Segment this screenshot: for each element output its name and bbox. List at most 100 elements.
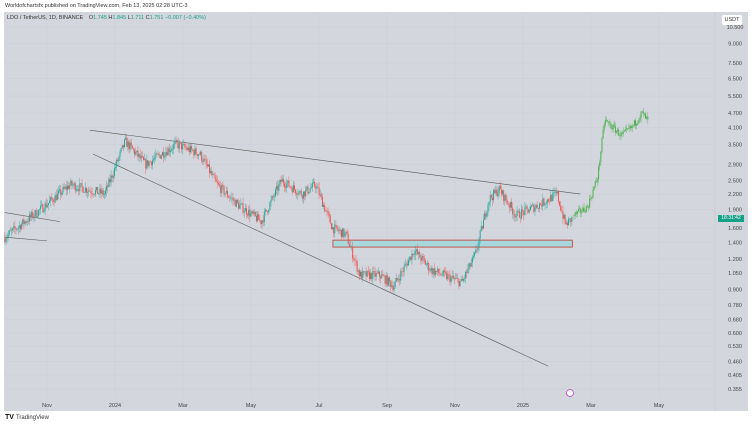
candle bbox=[459, 281, 461, 287]
candle bbox=[179, 142, 181, 144]
candle bbox=[448, 274, 450, 276]
candle bbox=[214, 174, 216, 180]
candle bbox=[117, 159, 119, 162]
price-tick-label: 1.050 bbox=[728, 271, 742, 277]
candle bbox=[543, 198, 545, 206]
candle bbox=[325, 210, 327, 212]
price-tick-label: 5.500 bbox=[728, 94, 742, 100]
candle bbox=[139, 154, 141, 159]
candle bbox=[266, 209, 268, 212]
candle bbox=[89, 190, 91, 192]
time-tick-label: 2024 bbox=[109, 403, 121, 409]
time-tick-label: May bbox=[246, 403, 257, 409]
candle bbox=[470, 262, 472, 267]
close-label: C bbox=[145, 15, 150, 21]
candle bbox=[197, 154, 199, 157]
candle bbox=[169, 150, 171, 153]
candle bbox=[396, 278, 398, 280]
candle bbox=[346, 231, 348, 235]
candle bbox=[71, 180, 73, 186]
projection-candle bbox=[585, 206, 587, 213]
projection-candle bbox=[638, 120, 640, 123]
candle bbox=[8, 230, 10, 235]
candle bbox=[285, 186, 287, 188]
candle bbox=[55, 195, 57, 201]
projection-candle bbox=[646, 116, 648, 119]
candle bbox=[107, 185, 109, 188]
candle bbox=[168, 148, 170, 153]
candle bbox=[466, 271, 468, 273]
candle bbox=[148, 161, 150, 166]
candle bbox=[223, 186, 225, 195]
candle bbox=[345, 231, 347, 233]
candle bbox=[376, 273, 378, 274]
candle bbox=[82, 186, 84, 193]
price-tick-label: 3.500 bbox=[728, 142, 742, 148]
projection-candle bbox=[581, 211, 583, 213]
projection-candle bbox=[584, 211, 586, 213]
candle bbox=[365, 271, 367, 277]
candle bbox=[503, 190, 505, 201]
candle bbox=[64, 186, 66, 189]
chart-panel[interactable]: 10.500 9.000 7.500 6.500 5.500 4.700 4.100 3.50… bbox=[4, 12, 748, 411]
price-tick-label: 1.900 bbox=[728, 208, 742, 214]
candle bbox=[135, 152, 137, 155]
price-chart[interactable]: 10.500 9.000 7.500 6.500 5.500 4.700 4.100 3.50… bbox=[4, 12, 748, 411]
projection-candle bbox=[628, 128, 630, 129]
candle bbox=[427, 263, 429, 265]
high-value: 1.845 bbox=[112, 15, 127, 21]
candle bbox=[163, 152, 165, 158]
candle bbox=[381, 274, 383, 279]
candle bbox=[59, 189, 61, 191]
candle bbox=[226, 190, 228, 197]
candle bbox=[52, 199, 54, 202]
candle bbox=[343, 228, 345, 237]
candle bbox=[316, 186, 318, 189]
candle bbox=[243, 211, 245, 213]
candle bbox=[207, 164, 209, 167]
candle bbox=[34, 210, 36, 217]
candle bbox=[356, 260, 358, 272]
candle bbox=[79, 183, 81, 192]
candle bbox=[504, 194, 506, 201]
candle bbox=[484, 213, 486, 220]
candle bbox=[66, 185, 68, 190]
candle bbox=[571, 216, 573, 223]
projection-candle bbox=[632, 125, 634, 126]
candle bbox=[519, 217, 521, 219]
candle bbox=[215, 179, 217, 182]
candle bbox=[450, 277, 452, 283]
price-tick-label: 7.500 bbox=[728, 61, 742, 67]
candle bbox=[326, 210, 328, 212]
candle bbox=[45, 203, 47, 208]
countdown-label: 18:31:42 bbox=[718, 214, 744, 222]
candle bbox=[111, 175, 113, 178]
projection-candle bbox=[612, 124, 614, 130]
candle bbox=[551, 195, 553, 201]
candle bbox=[508, 204, 510, 208]
candle bbox=[36, 216, 38, 217]
candle bbox=[374, 271, 376, 277]
candle bbox=[50, 197, 52, 201]
candle bbox=[562, 211, 564, 219]
candle bbox=[485, 213, 487, 217]
projection-candle bbox=[631, 125, 633, 129]
candle bbox=[555, 191, 557, 194]
candle bbox=[24, 221, 26, 224]
candle bbox=[62, 186, 64, 193]
candle bbox=[462, 278, 464, 281]
candle bbox=[359, 271, 361, 277]
candle bbox=[509, 201, 511, 208]
projection-candle bbox=[626, 128, 628, 129]
candle bbox=[35, 210, 37, 217]
candle bbox=[61, 192, 63, 196]
currency-button[interactable]: USDT bbox=[722, 15, 742, 25]
projection-candle bbox=[639, 117, 641, 121]
projection-candle bbox=[588, 206, 590, 208]
price-tick-label: 0.600 bbox=[728, 331, 742, 337]
candle bbox=[311, 182, 313, 188]
candle bbox=[296, 193, 298, 195]
candle bbox=[54, 195, 56, 203]
candle bbox=[518, 210, 520, 218]
candle bbox=[270, 199, 272, 203]
